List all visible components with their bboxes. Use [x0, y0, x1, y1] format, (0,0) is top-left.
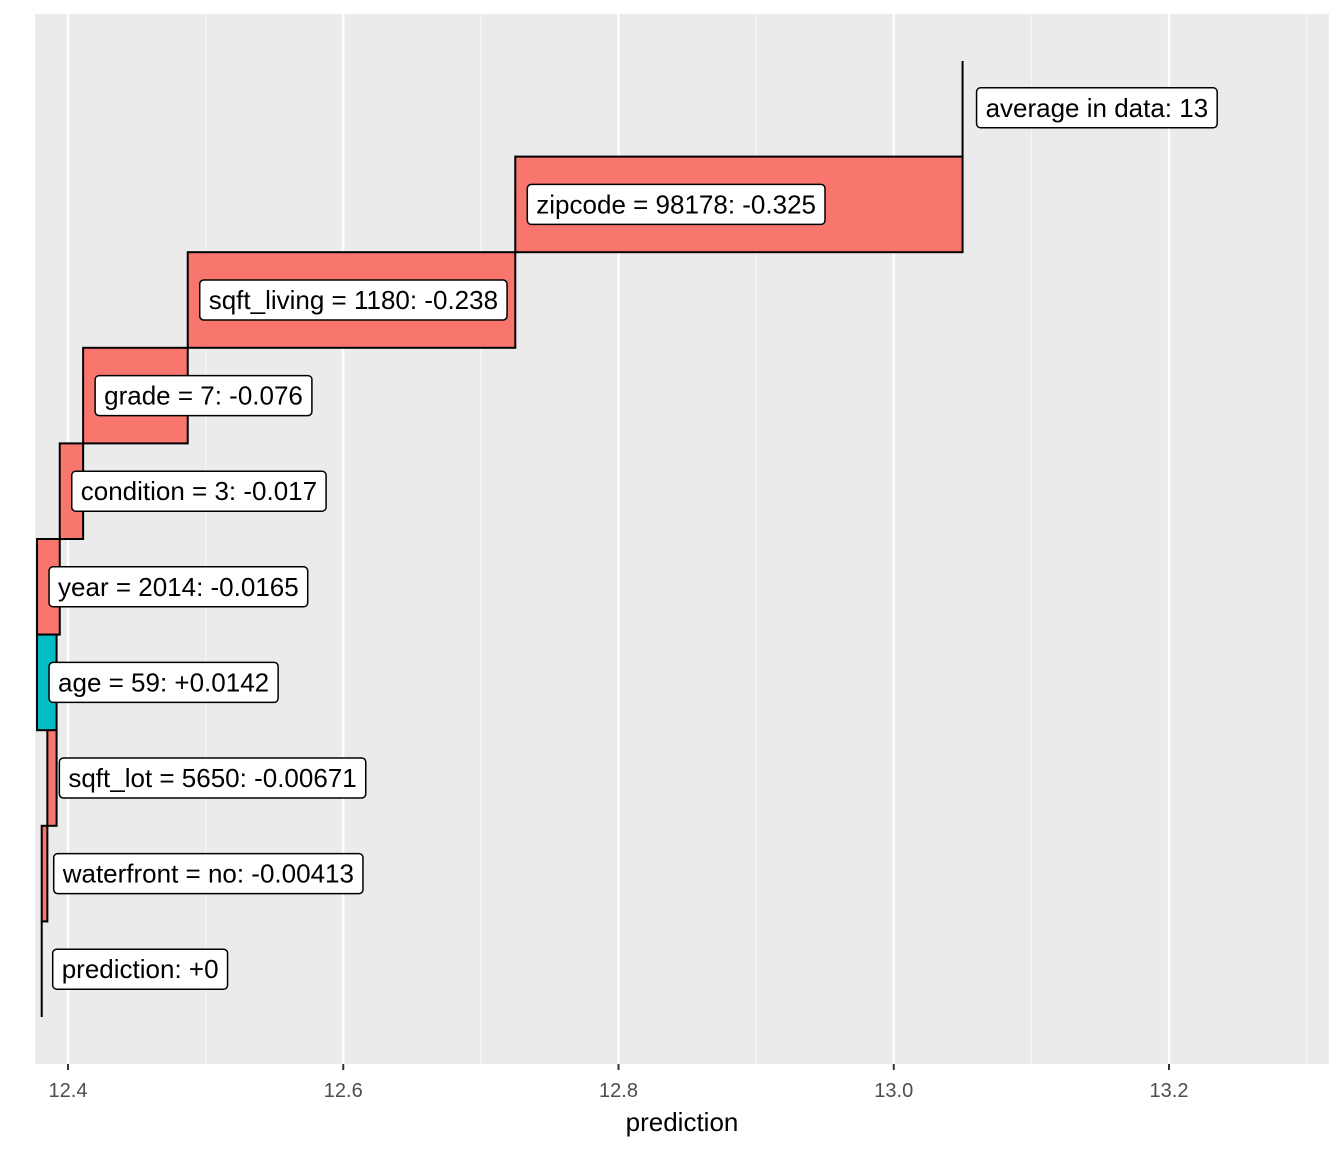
bar-labels: average in data: 13 zipcode = 98178: -0.3…: [48, 87, 1218, 990]
bar-label-box: [94, 374, 313, 417]
bar-label: zipcode = 98178: -0.325: [536, 189, 816, 219]
bar-label-box: [58, 757, 367, 799]
bar-label-box: [526, 183, 826, 226]
bar-label-box: [48, 566, 309, 608]
bar-label-group: sqft_lot = 5650: -0.00671: [58, 757, 367, 799]
bar-label-group: age = 59: +0.0142: [48, 661, 279, 704]
bar-label: year = 2014: -0.0165: [58, 572, 299, 602]
bar-label-group: sqft_living = 1180: -0.238: [198, 279, 508, 321]
x-axis: 12.4 12.6 12.8 13.0 13.2: [49, 1064, 1189, 1102]
x-tick-label: 13.0: [874, 1080, 913, 1102]
contribution-bar: [40, 824, 49, 923]
contribution-bar: [46, 729, 58, 827]
x-axis-title: prediction: [626, 1107, 739, 1137]
bar-label: grade = 7: -0.076: [104, 381, 303, 411]
x-tick-label: 12.4: [49, 1080, 88, 1102]
bar-label-group: condition = 3: -0.017: [70, 470, 327, 512]
bar-label: sqft_living = 1180: -0.238: [209, 285, 498, 315]
bar-label-box: [48, 661, 279, 704]
x-tick-label: 12.6: [324, 1080, 363, 1102]
bar-label-box: [70, 470, 327, 512]
bar-label-group: grade = 7: -0.076: [94, 374, 313, 417]
bar-label-group: zipcode = 98178: -0.325: [526, 183, 826, 226]
baseline-label-group: average in data: 13: [975, 87, 1218, 129]
x-tick-label: 13.2: [1150, 1080, 1189, 1102]
baseline-label-box: [975, 87, 1218, 129]
bar-label-box: [198, 279, 508, 321]
bar-label-group: waterfront = no: -0.00413: [52, 852, 364, 895]
bars: [36, 61, 964, 1017]
bar-label: age = 59: +0.0142: [58, 667, 269, 697]
bar-label-group: year = 2014: -0.0165: [48, 566, 309, 608]
x-tick-label: 12.8: [599, 1080, 638, 1102]
bar-label: waterfront = no: -0.00413: [62, 859, 354, 889]
prediction-label-box: [51, 948, 229, 990]
prediction-label: prediction: +0: [62, 954, 219, 984]
prediction-label-group: prediction: +0: [51, 948, 229, 990]
bar-label-box: [52, 852, 364, 895]
bar-label: sqft_lot = 5650: -0.00671: [68, 763, 356, 793]
baseline-label: average in data: 13: [986, 93, 1209, 123]
bar-label: condition = 3: -0.017: [81, 476, 317, 506]
